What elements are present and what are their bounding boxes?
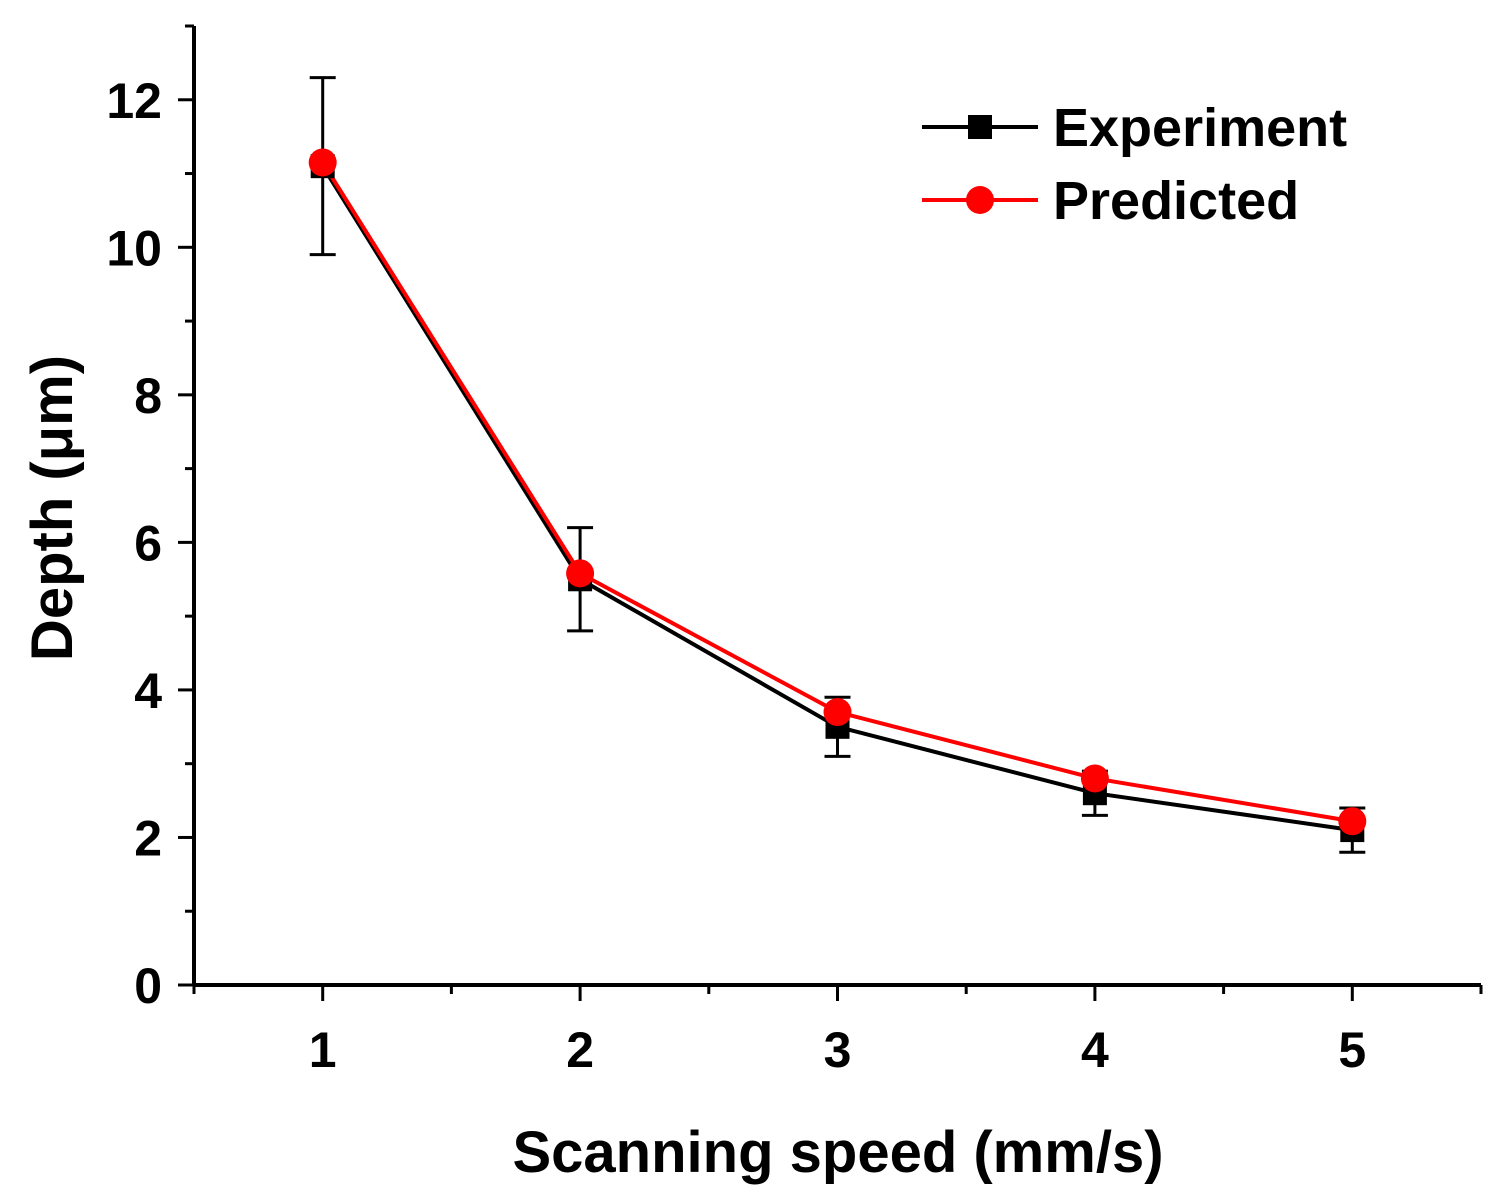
y-tick-label: 8	[134, 368, 162, 424]
y-tick-label: 2	[134, 810, 162, 866]
data-point-predicted	[1080, 764, 1109, 793]
x-tick-label: 1	[309, 1022, 337, 1078]
x-tick-label: 5	[1338, 1022, 1366, 1078]
y-tick-label: 4	[134, 663, 162, 719]
legend: Experiment Predicted	[922, 98, 1347, 231]
data-point-predicted	[308, 148, 337, 177]
data-point-predicted	[1338, 807, 1367, 836]
y-axis-title: Depth (μm)	[20, 355, 85, 661]
y-tick-label: 10	[106, 220, 162, 276]
series-markers	[308, 148, 1367, 843]
legend-marker-experiment	[968, 115, 992, 139]
x-tick-label: 3	[824, 1022, 852, 1078]
y-tick-label: 0	[134, 958, 162, 1014]
data-point-predicted	[823, 698, 852, 727]
legend-label-experiment: Experiment	[1053, 98, 1347, 158]
y-tick-label: 6	[134, 515, 162, 571]
legend-label-predicted: Predicted	[1053, 171, 1299, 231]
legend-marker-predicted	[966, 186, 994, 214]
y-tick-label: 12	[106, 73, 162, 129]
data-point-predicted	[566, 559, 595, 588]
x-tick-label: 4	[1081, 1022, 1109, 1078]
x-axis-title: Scanning speed (mm/s)	[512, 1120, 1163, 1185]
x-tick-label: 2	[566, 1022, 594, 1078]
